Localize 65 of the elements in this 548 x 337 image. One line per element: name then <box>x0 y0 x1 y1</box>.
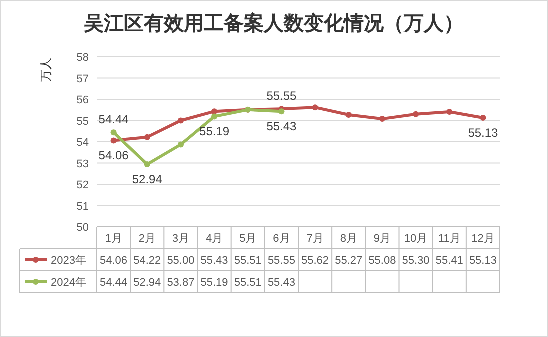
data-label: 54.22 <box>134 255 162 267</box>
data-label: 54.06 <box>100 255 128 267</box>
point <box>413 111 420 118</box>
y-tick-label: 54 <box>76 137 89 149</box>
point <box>480 114 486 121</box>
data-label: 54.44 <box>100 277 128 289</box>
data-label: 55.41 <box>436 255 464 267</box>
point <box>144 134 150 140</box>
data-label: 55.08 <box>368 255 396 267</box>
chart-title: 吴江区有效用工备案人数变化情况（万人） <box>83 12 464 35</box>
x-tick-label: 10月 <box>404 233 428 245</box>
annotation: 55.19 <box>200 124 230 139</box>
annotation: 55.13 <box>468 126 499 140</box>
point <box>178 142 184 148</box>
data-label: 55.62 <box>302 255 330 267</box>
point <box>178 118 184 124</box>
x-tick-label: 11月 <box>438 233 461 245</box>
x-tick-label: 1月 <box>105 233 122 245</box>
data-label: 55.13 <box>469 255 497 267</box>
x-tick-label: 8月 <box>340 233 358 245</box>
point <box>446 109 453 116</box>
y-tick-label: 56 <box>76 94 89 106</box>
point <box>110 138 117 144</box>
y-tick-label: 55 <box>76 116 89 128</box>
y-tick-label: 51 <box>76 200 89 213</box>
y-tick-label: 52 <box>76 180 89 192</box>
point <box>312 104 318 111</box>
data-label: 55.19 <box>200 277 228 289</box>
x-tick-label: 7月 <box>306 233 324 245</box>
y-tick-label: 58 <box>76 52 89 64</box>
data-label: 55.51 <box>234 277 262 289</box>
point <box>379 116 386 122</box>
point <box>110 130 117 136</box>
annotation: 54.44 <box>98 112 130 127</box>
x-tick-label: 3月 <box>172 233 190 245</box>
point <box>212 114 218 120</box>
data-label: 55.43 <box>268 277 296 289</box>
y-tick-label: 50 <box>76 222 89 234</box>
annotation: 52.94 <box>132 172 163 187</box>
legend-label: 2024年 <box>51 277 86 289</box>
data-label: 55.55 <box>268 255 296 267</box>
data-label: 55.51 <box>234 255 262 267</box>
x-tick-label: 5月 <box>240 233 257 245</box>
annotation: 54.06 <box>98 148 130 163</box>
data-label: 52.94 <box>134 277 162 289</box>
data-label: 55.27 <box>335 255 363 267</box>
data-label: 53.87 <box>167 277 195 289</box>
y-tick-label: 53 <box>76 158 89 170</box>
data-label: 55.00 <box>167 255 195 267</box>
annotation: 55.43 <box>266 120 298 134</box>
legend-label: 2023年 <box>51 255 86 267</box>
y-axis-title: 万人 <box>39 58 53 82</box>
data-label: 55.30 <box>402 255 430 267</box>
point <box>144 162 150 168</box>
x-tick-label: 2月 <box>138 233 156 245</box>
x-tick-label: 6月 <box>273 233 290 245</box>
data-label: 55.43 <box>200 255 228 267</box>
x-tick-label: 12月 <box>472 233 495 245</box>
annotation: 55.55 <box>266 89 298 104</box>
y-tick-label: 57 <box>76 73 89 86</box>
x-tick-label: 4月 <box>206 233 224 245</box>
point <box>278 108 285 115</box>
point <box>346 112 352 118</box>
x-tick-label: 9月 <box>374 233 392 245</box>
point <box>212 108 218 115</box>
